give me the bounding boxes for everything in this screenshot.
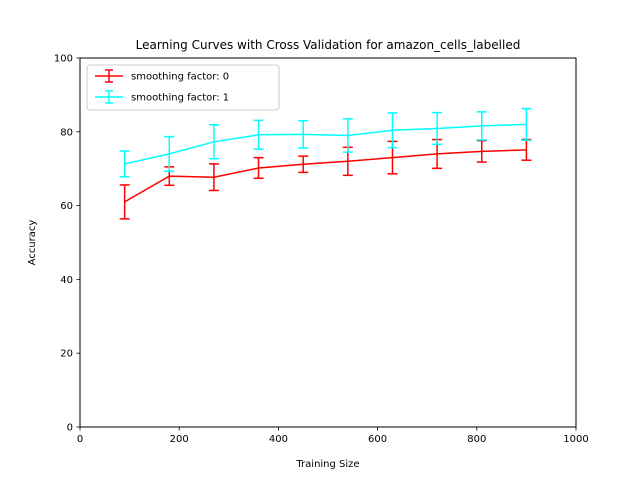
y-tick-label: 40 bbox=[60, 275, 73, 286]
legend-frame bbox=[86, 64, 280, 111]
legend-label: smoothing factor: 0 bbox=[131, 72, 229, 83]
series-1 bbox=[119, 107, 532, 178]
x-tick-label: 200 bbox=[170, 434, 189, 445]
y-tick-label: 100 bbox=[54, 54, 73, 65]
legend-label: smoothing factor: 1 bbox=[131, 93, 229, 104]
y-tick-label: 60 bbox=[60, 201, 73, 212]
plot-area bbox=[79, 57, 577, 428]
legend: smoothing factor: 0 smoothing factor: 1 bbox=[86, 64, 280, 111]
series-line bbox=[124, 123, 527, 165]
y-tick-label: 20 bbox=[60, 349, 73, 360]
axis-ticks: 0 200 400 600 800 1000 0 20 40 60 80 100 bbox=[54, 54, 589, 446]
x-axis-label: Training Size bbox=[295, 459, 359, 470]
series-layer bbox=[119, 107, 532, 220]
x-tick-label: 800 bbox=[467, 434, 486, 445]
x-tick-label: 0 bbox=[77, 434, 83, 445]
x-tick-label: 400 bbox=[269, 434, 288, 445]
series-line bbox=[124, 149, 527, 203]
y-tick-label: 80 bbox=[60, 127, 73, 138]
y-tick-label: 0 bbox=[67, 423, 73, 434]
y-axis-label: Accuracy bbox=[27, 220, 38, 266]
x-tick-label: 600 bbox=[368, 434, 387, 445]
series-0 bbox=[119, 138, 532, 220]
chart-title: Learning Curves with Cross Validation fo… bbox=[136, 38, 521, 52]
x-tick-label: 1000 bbox=[563, 434, 588, 445]
